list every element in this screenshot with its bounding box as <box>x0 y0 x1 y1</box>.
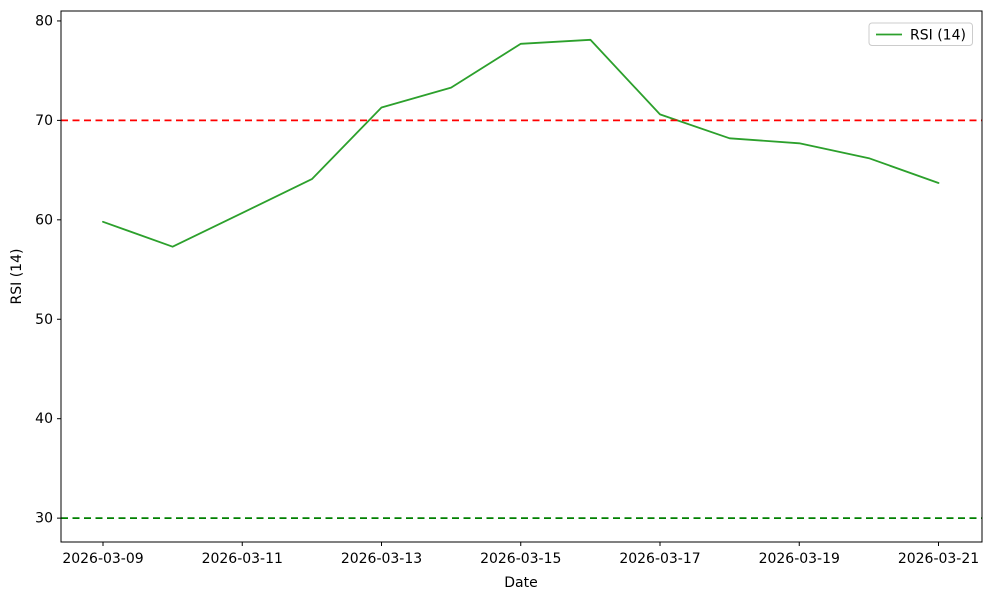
y-axis-label: RSI (14) <box>9 249 25 305</box>
y-tick-label: 30 <box>35 511 53 527</box>
x-tick-label: 2026-03-19 <box>759 551 840 567</box>
legend-label: RSI (14) <box>910 28 966 44</box>
y-tick-label: 50 <box>35 312 53 328</box>
plot-layer: 30 40 50 60 70 80 2026-03-09 2026-03-11 2026-03-… <box>35 10 983 567</box>
rsi-line <box>102 38 940 248</box>
legend-box <box>868 22 973 46</box>
x-tick-label: 2026-03-17 <box>619 551 700 567</box>
y-tick-label: 70 <box>35 113 53 129</box>
x-tick-label: 2026-03-13 <box>341 551 422 567</box>
y-tick-label: 80 <box>35 13 53 29</box>
y-tick-label: 40 <box>35 411 53 427</box>
plot-area-border <box>60 10 983 543</box>
x-tick-label: 2026-03-21 <box>898 551 979 567</box>
x-axis-label: Date <box>504 575 537 591</box>
y-tick-label: 60 <box>35 212 53 228</box>
x-tick-label: 2026-03-15 <box>480 551 561 567</box>
x-tick-label: 2026-03-11 <box>202 551 283 567</box>
x-tick-label: 2026-03-09 <box>62 551 143 567</box>
